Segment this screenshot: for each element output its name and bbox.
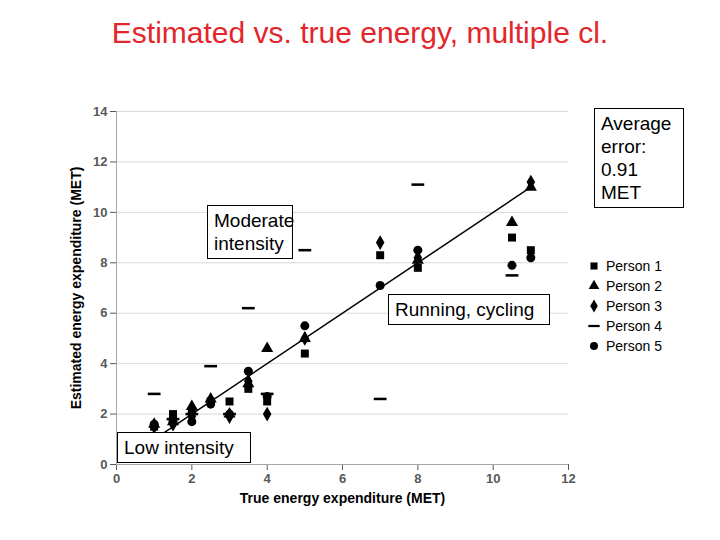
html-text:Person 5: Person 5 [606,338,662,354]
html-text:Running, cycling: Running, cycling [395,299,535,320]
html-text:Low intensity: Low intensity [124,437,234,458]
svg-text:12: 12 [93,154,107,169]
svg-text:0: 0 [100,457,107,472]
svg-text:6: 6 [339,471,346,486]
svg-text:8: 8 [414,471,421,486]
svg-text:10: 10 [486,471,500,486]
svg-text:2: 2 [100,406,107,421]
svg-text:14: 14 [93,104,108,119]
svg-text:Estimated energy expenditure (: Estimated energy expenditure (MET) [68,167,84,410]
html-text:Moderate intensity: Moderate intensity [214,210,295,254]
html-text:Person 2: Person 2 [606,278,662,294]
svg-text:10: 10 [93,205,107,220]
html-text:Estimated vs. true energy, mul: Estimated vs. true energy, multiple cl. [111,16,609,49]
html-text:Person 1: Person 1 [606,258,662,274]
html-text:Average error: 0.91 MET: Average error: 0.91 MET [601,113,672,203]
svg-text:2: 2 [188,471,195,486]
html-text:Person 3: Person 3 [606,298,662,314]
svg-text:6: 6 [100,305,107,320]
svg-text:12: 12 [561,471,575,486]
svg-text:True energy expenditure (MET): True energy expenditure (MET) [240,490,445,506]
svg-text:8: 8 [100,255,107,270]
svg-text:4: 4 [264,471,272,486]
html-text:Person 4: Person 4 [606,318,662,334]
svg-text:0: 0 [113,471,120,486]
svg-text:4: 4 [100,356,108,371]
